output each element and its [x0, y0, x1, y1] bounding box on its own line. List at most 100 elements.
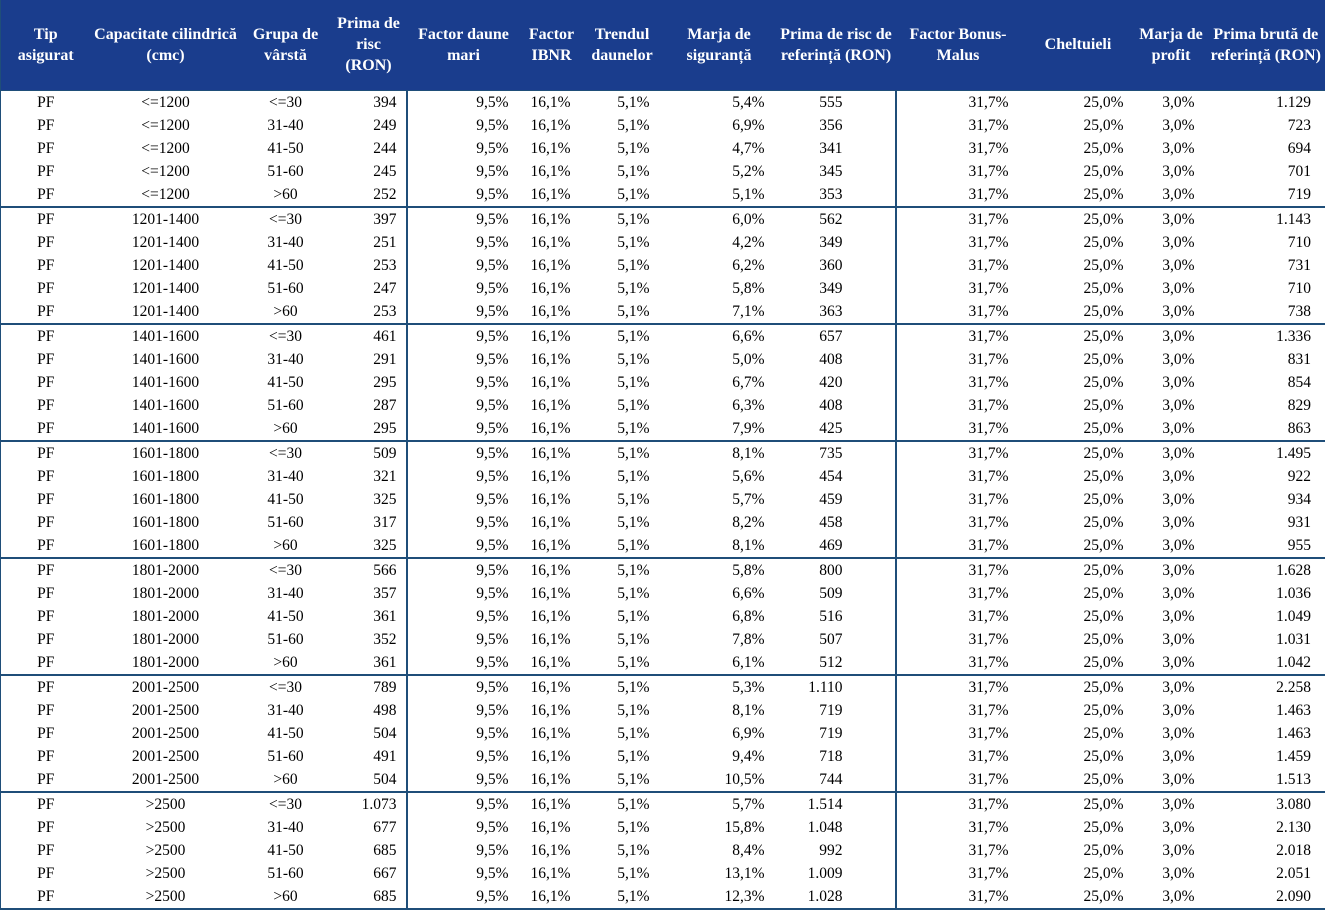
cell-factor-bonus-malus: 31,7%	[896, 534, 1021, 558]
cell-grupa-varsta: 51-60	[241, 628, 331, 651]
cell-capacitate-cilindrica: >2500	[91, 792, 241, 816]
cell-factor-bonus-malus: 31,7%	[896, 277, 1021, 300]
cell-marja-siguranta: 5,7%	[662, 488, 777, 511]
cell-prima-bruta-referinta: 934	[1207, 488, 1325, 511]
cell-prima-bruta-referinta: 1.336	[1207, 324, 1325, 348]
cell-marja-siguranta: 4,7%	[662, 137, 777, 160]
cell-capacitate-cilindrica: 1601-1800	[91, 534, 241, 558]
cell-grupa-varsta: 31-40	[241, 465, 331, 488]
cell-trendul-daunelor: 5,1%	[583, 628, 662, 651]
cell-factor-ibnr: 16,1%	[521, 582, 583, 605]
cell-grupa-varsta: 31-40	[241, 699, 331, 722]
cell-cheltuieli: 25,0%	[1021, 394, 1136, 417]
cell-prima-risc-referinta: 349	[777, 231, 896, 254]
cell-grupa-varsta: >60	[241, 768, 331, 792]
cell-prima-bruta-referinta: 1.628	[1207, 558, 1325, 582]
cell-trendul-daunelor: 5,1%	[583, 768, 662, 792]
cell-prima-bruta-referinta: 829	[1207, 394, 1325, 417]
cell-factor-daune-mari: 9,5%	[407, 465, 521, 488]
cell-factor-bonus-malus: 31,7%	[896, 90, 1021, 114]
cell-prima-bruta-referinta: 831	[1207, 348, 1325, 371]
cell-capacitate-cilindrica: 1401-1600	[91, 348, 241, 371]
cell-cheltuieli: 25,0%	[1021, 534, 1136, 558]
cell-prima-risc: 295	[331, 417, 407, 441]
cell-factor-daune-mari: 9,5%	[407, 441, 521, 465]
cell-factor-daune-mari: 9,5%	[407, 534, 521, 558]
cell-factor-bonus-malus: 31,7%	[896, 605, 1021, 628]
cell-prima-risc: 789	[331, 675, 407, 699]
cell-prima-risc: 1.073	[331, 792, 407, 816]
cell-prima-risc-referinta: 800	[777, 558, 896, 582]
cell-factor-bonus-malus: 31,7%	[896, 699, 1021, 722]
cell-cheltuieli: 25,0%	[1021, 488, 1136, 511]
cell-prima-bruta-referinta: 710	[1207, 231, 1325, 254]
cell-trendul-daunelor: 5,1%	[583, 441, 662, 465]
cell-prima-bruta-referinta: 1.495	[1207, 441, 1325, 465]
cell-prima-bruta-referinta: 694	[1207, 137, 1325, 160]
cell-grupa-varsta: <=30	[241, 675, 331, 699]
column-header-prima-bruta-referinta: Prima brută de referință (RON)	[1207, 0, 1325, 90]
cell-prima-risc-referinta: 345	[777, 160, 896, 183]
cell-marja-siguranta: 6,0%	[662, 207, 777, 231]
cell-marja-siguranta: 6,9%	[662, 114, 777, 137]
cell-capacitate-cilindrica: 1801-2000	[91, 628, 241, 651]
cell-marja-profit: 3,0%	[1136, 160, 1207, 183]
cell-cheltuieli: 25,0%	[1021, 745, 1136, 768]
cell-factor-ibnr: 16,1%	[521, 160, 583, 183]
column-header-tip-asigurat: Tip asigurat	[1, 0, 91, 90]
cell-marja-siguranta: 7,1%	[662, 300, 777, 324]
cell-factor-ibnr: 16,1%	[521, 488, 583, 511]
cell-marja-siguranta: 7,9%	[662, 417, 777, 441]
cell-cheltuieli: 25,0%	[1021, 114, 1136, 137]
column-header-prima-risc-referinta: Prima de risc de referință (RON)	[777, 0, 896, 90]
cell-capacitate-cilindrica: <=1200	[91, 183, 241, 207]
column-header-capacitate-cilindrica: Capacitate cilindrică (cmc)	[91, 0, 241, 90]
cell-factor-ibnr: 16,1%	[521, 324, 583, 348]
cell-marja-profit: 3,0%	[1136, 792, 1207, 816]
cell-marja-profit: 3,0%	[1136, 371, 1207, 394]
cell-prima-bruta-referinta: 3.080	[1207, 792, 1325, 816]
cell-prima-bruta-referinta: 1.463	[1207, 699, 1325, 722]
cell-prima-risc-referinta: 458	[777, 511, 896, 534]
cell-factor-daune-mari: 9,5%	[407, 394, 521, 417]
cell-factor-ibnr: 16,1%	[521, 816, 583, 839]
cell-grupa-varsta: >60	[241, 534, 331, 558]
cell-factor-bonus-malus: 31,7%	[896, 231, 1021, 254]
cell-factor-bonus-malus: 31,7%	[896, 394, 1021, 417]
cell-marja-siguranta: 8,1%	[662, 441, 777, 465]
cell-prima-risc: 685	[331, 839, 407, 862]
cell-prima-risc-referinta: 341	[777, 137, 896, 160]
cell-marja-profit: 3,0%	[1136, 558, 1207, 582]
cell-factor-daune-mari: 9,5%	[407, 324, 521, 348]
cell-factor-ibnr: 16,1%	[521, 885, 583, 909]
cell-capacitate-cilindrica: 1601-1800	[91, 441, 241, 465]
cell-factor-daune-mari: 9,5%	[407, 417, 521, 441]
cell-cheltuieli: 25,0%	[1021, 605, 1136, 628]
cell-tip-asigurat: PF	[1, 394, 91, 417]
cell-factor-bonus-malus: 31,7%	[896, 441, 1021, 465]
cell-prima-bruta-referinta: 1.129	[1207, 90, 1325, 114]
cell-trendul-daunelor: 5,1%	[583, 745, 662, 768]
cell-factor-ibnr: 16,1%	[521, 371, 583, 394]
cell-trendul-daunelor: 5,1%	[583, 488, 662, 511]
cell-grupa-varsta: 41-50	[241, 488, 331, 511]
cell-cheltuieli: 25,0%	[1021, 465, 1136, 488]
cell-tip-asigurat: PF	[1, 160, 91, 183]
cell-grupa-varsta: <=30	[241, 207, 331, 231]
column-header-marja-siguranta: Marja de siguranță	[662, 0, 777, 90]
cell-prima-risc-referinta: 349	[777, 277, 896, 300]
cell-factor-bonus-malus: 31,7%	[896, 465, 1021, 488]
cell-factor-bonus-malus: 31,7%	[896, 488, 1021, 511]
cell-prima-bruta-referinta: 719	[1207, 183, 1325, 207]
column-header-factor-ibnr: Factor IBNR	[521, 0, 583, 90]
cell-capacitate-cilindrica: 1401-1600	[91, 324, 241, 348]
cell-marja-profit: 3,0%	[1136, 488, 1207, 511]
cell-capacitate-cilindrica: 1401-1600	[91, 417, 241, 441]
cell-cheltuieli: 25,0%	[1021, 839, 1136, 862]
cell-prima-bruta-referinta: 1.459	[1207, 745, 1325, 768]
cell-tip-asigurat: PF	[1, 324, 91, 348]
